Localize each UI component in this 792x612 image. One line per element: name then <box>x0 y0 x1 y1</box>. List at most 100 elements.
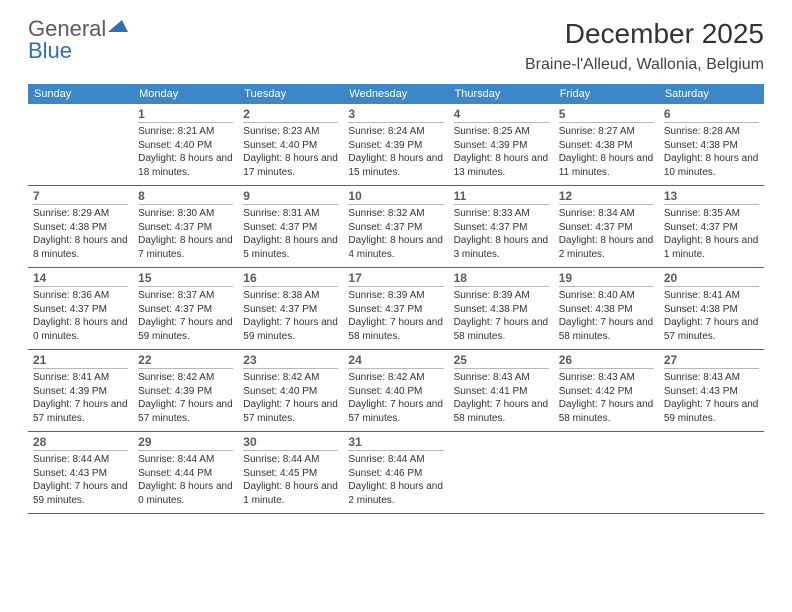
daylight-text: Daylight: 8 hours and 2 minutes. <box>348 480 443 507</box>
sunrise-text: Sunrise: 8:29 AM <box>33 207 128 221</box>
sunset-text: Sunset: 4:42 PM <box>559 385 654 399</box>
sunset-text: Sunset: 4:43 PM <box>33 467 128 481</box>
day-info: Sunrise: 8:29 AMSunset: 4:38 PMDaylight:… <box>33 207 128 261</box>
sunrise-text: Sunrise: 8:44 AM <box>33 453 128 467</box>
day-number: 7 <box>33 189 128 205</box>
weekday-tuesday: Tuesday <box>238 84 343 104</box>
day-number: 25 <box>454 353 549 369</box>
day-number: 5 <box>559 107 654 123</box>
sunset-text: Sunset: 4:38 PM <box>559 139 654 153</box>
day-number: 9 <box>243 189 338 205</box>
sunset-text: Sunset: 4:37 PM <box>348 303 443 317</box>
sunset-text: Sunset: 4:40 PM <box>243 139 338 153</box>
sunset-text: Sunset: 4:39 PM <box>454 139 549 153</box>
day-cell: 1Sunrise: 8:21 AMSunset: 4:40 PMDaylight… <box>133 104 238 185</box>
daylight-text: Daylight: 7 hours and 58 minutes. <box>348 316 443 343</box>
day-number: 29 <box>138 435 233 451</box>
day-info: Sunrise: 8:34 AMSunset: 4:37 PMDaylight:… <box>559 207 654 261</box>
week-row: 7Sunrise: 8:29 AMSunset: 4:38 PMDaylight… <box>28 186 764 268</box>
day-cell: 23 Sunrise: 8:42 AMSunset: 4:40 PMDayligh… <box>238 350 343 431</box>
day-info: Sunrise: 8:30 AMSunset: 4:37 PMDaylight:… <box>138 207 233 261</box>
daylight-text: Daylight: 7 hours and 57 minutes. <box>243 398 338 425</box>
day-info: Sunrise: 8:44 AMSunset: 4:45 PMDaylight:… <box>243 453 338 507</box>
day-number: 6 <box>664 107 759 123</box>
day-number: 12 <box>559 189 654 205</box>
day-cell: 27Sunrise: 8:43 AMSunset: 4:43 PMDayligh… <box>659 350 764 431</box>
day-number: 8 <box>138 189 233 205</box>
sunset-text: Sunset: 4:39 PM <box>138 385 233 399</box>
sunrise-text: Sunrise: 8:33 AM <box>454 207 549 221</box>
day-info: Sunrise: 8:25 AMSunset: 4:39 PMDaylight:… <box>454 125 549 179</box>
daylight-text: Daylight: 8 hours and 13 minutes. <box>454 152 549 179</box>
sunrise-text: Sunrise: 8:40 AM <box>559 289 654 303</box>
sunset-text: Sunset: 4:38 PM <box>559 303 654 317</box>
daylight-text: Daylight: 8 hours and 18 minutes. <box>138 152 233 179</box>
day-cell: 29 Sunrise: 8:44 AMSunset: 4:44 PMDayligh… <box>133 432 238 513</box>
daylight-text: Daylight: 8 hours and 2 minutes. <box>559 234 654 261</box>
day-info: Sunrise: 8:21 AMSunset: 4:40 PMDaylight:… <box>138 125 233 179</box>
daylight-text: Daylight: 7 hours and 57 minutes. <box>664 316 759 343</box>
day-info: Sunrise: 8:37 AMSunset: 4:37 PMDaylight:… <box>138 289 233 343</box>
day-cell: 20Sunrise: 8:41 AMSunset: 4:38 PMDayligh… <box>659 268 764 349</box>
day-info: Sunrise: 8:27 AMSunset: 4:38 PMDaylight:… <box>559 125 654 179</box>
day-number: 11 <box>454 189 549 205</box>
week-row: 14Sunrise: 8:36 AMSunset: 4:37 PMDayligh… <box>28 268 764 350</box>
sunset-text: Sunset: 4:37 PM <box>243 303 338 317</box>
day-cell: 22Sunrise: 8:42 AMSunset: 4:39 PMDayligh… <box>133 350 238 431</box>
day-info: Sunrise: 8:44 AMSunset: 4:44 PMDaylight:… <box>138 453 233 507</box>
day-info: Sunrise: 8:28 AMSunset: 4:38 PMDaylight:… <box>664 125 759 179</box>
sunrise-text: Sunrise: 8:41 AM <box>33 371 128 385</box>
day-number: 14 <box>33 271 128 287</box>
sunset-text: Sunset: 4:45 PM <box>243 467 338 481</box>
sunrise-text: Sunrise: 8:44 AM <box>348 453 443 467</box>
day-number: 2 <box>243 107 338 123</box>
day-info: Sunrise: 8:39 AMSunset: 4:37 PMDaylight:… <box>348 289 443 343</box>
sunrise-text: Sunrise: 8:30 AM <box>138 207 233 221</box>
day-info: Sunrise: 8:41 AMSunset: 4:38 PMDaylight:… <box>664 289 759 343</box>
day-number: 3 <box>348 107 443 123</box>
sunset-text: Sunset: 4:38 PM <box>664 139 759 153</box>
day-number: 27 <box>664 353 759 369</box>
day-cell: 19 Sunrise: 8:40 AMSunset: 4:38 PMDayligh… <box>554 268 659 349</box>
logo: General Blue <box>28 18 128 62</box>
daylight-text: Daylight: 7 hours and 58 minutes. <box>454 316 549 343</box>
sunrise-text: Sunrise: 8:42 AM <box>348 371 443 385</box>
sunset-text: Sunset: 4:38 PM <box>33 221 128 235</box>
day-number: 17 <box>348 271 443 287</box>
weekday-saturday: Saturday <box>659 84 764 104</box>
daylight-text: Daylight: 8 hours and 1 minute. <box>243 480 338 507</box>
sunset-text: Sunset: 4:37 PM <box>559 221 654 235</box>
sunrise-text: Sunrise: 8:43 AM <box>454 371 549 385</box>
day-info: Sunrise: 8:40 AMSunset: 4:38 PMDaylight:… <box>559 289 654 343</box>
sunset-text: Sunset: 4:40 PM <box>243 385 338 399</box>
daylight-text: Daylight: 7 hours and 58 minutes. <box>559 398 654 425</box>
day-number: 18 <box>454 271 549 287</box>
day-number: 13 <box>664 189 759 205</box>
day-number: 23 <box>243 353 338 369</box>
sunrise-text: Sunrise: 8:44 AM <box>243 453 338 467</box>
daylight-text: Daylight: 8 hours and 8 minutes. <box>33 234 128 261</box>
day-info: Sunrise: 8:42 AMSunset: 4:40 PMDaylight:… <box>243 371 338 425</box>
weekday-wednesday: Wednesday <box>343 84 448 104</box>
day-info: Sunrise: 8:35 AMSunset: 4:37 PMDaylight:… <box>664 207 759 261</box>
header: General Blue December 2025 Braine-l'Alle… <box>0 0 792 78</box>
sunset-text: Sunset: 4:37 PM <box>348 221 443 235</box>
sunrise-text: Sunrise: 8:35 AM <box>664 207 759 221</box>
day-number: 24 <box>348 353 443 369</box>
day-number: 10 <box>348 189 443 205</box>
sunset-text: Sunset: 4:37 PM <box>33 303 128 317</box>
day-info: Sunrise: 8:23 AMSunset: 4:40 PMDaylight:… <box>243 125 338 179</box>
sunrise-text: Sunrise: 8:41 AM <box>664 289 759 303</box>
day-cell: 24Sunrise: 8:42 AMSunset: 4:40 PMDayligh… <box>343 350 448 431</box>
day-cell: 25Sunrise: 8:43 AMSunset: 4:41 PMDayligh… <box>449 350 554 431</box>
day-number: 4 <box>454 107 549 123</box>
month-title: December 2025 <box>525 18 764 50</box>
daylight-text: Daylight: 7 hours and 58 minutes. <box>454 398 549 425</box>
logo-text-blue: Blue <box>28 40 128 62</box>
day-info: Sunrise: 8:42 AMSunset: 4:39 PMDaylight:… <box>138 371 233 425</box>
sunset-text: Sunset: 4:37 PM <box>664 221 759 235</box>
daylight-text: Daylight: 7 hours and 58 minutes. <box>559 316 654 343</box>
sunset-text: Sunset: 4:39 PM <box>33 385 128 399</box>
day-number: 19 <box>559 271 654 287</box>
daylight-text: Daylight: 7 hours and 57 minutes. <box>348 398 443 425</box>
